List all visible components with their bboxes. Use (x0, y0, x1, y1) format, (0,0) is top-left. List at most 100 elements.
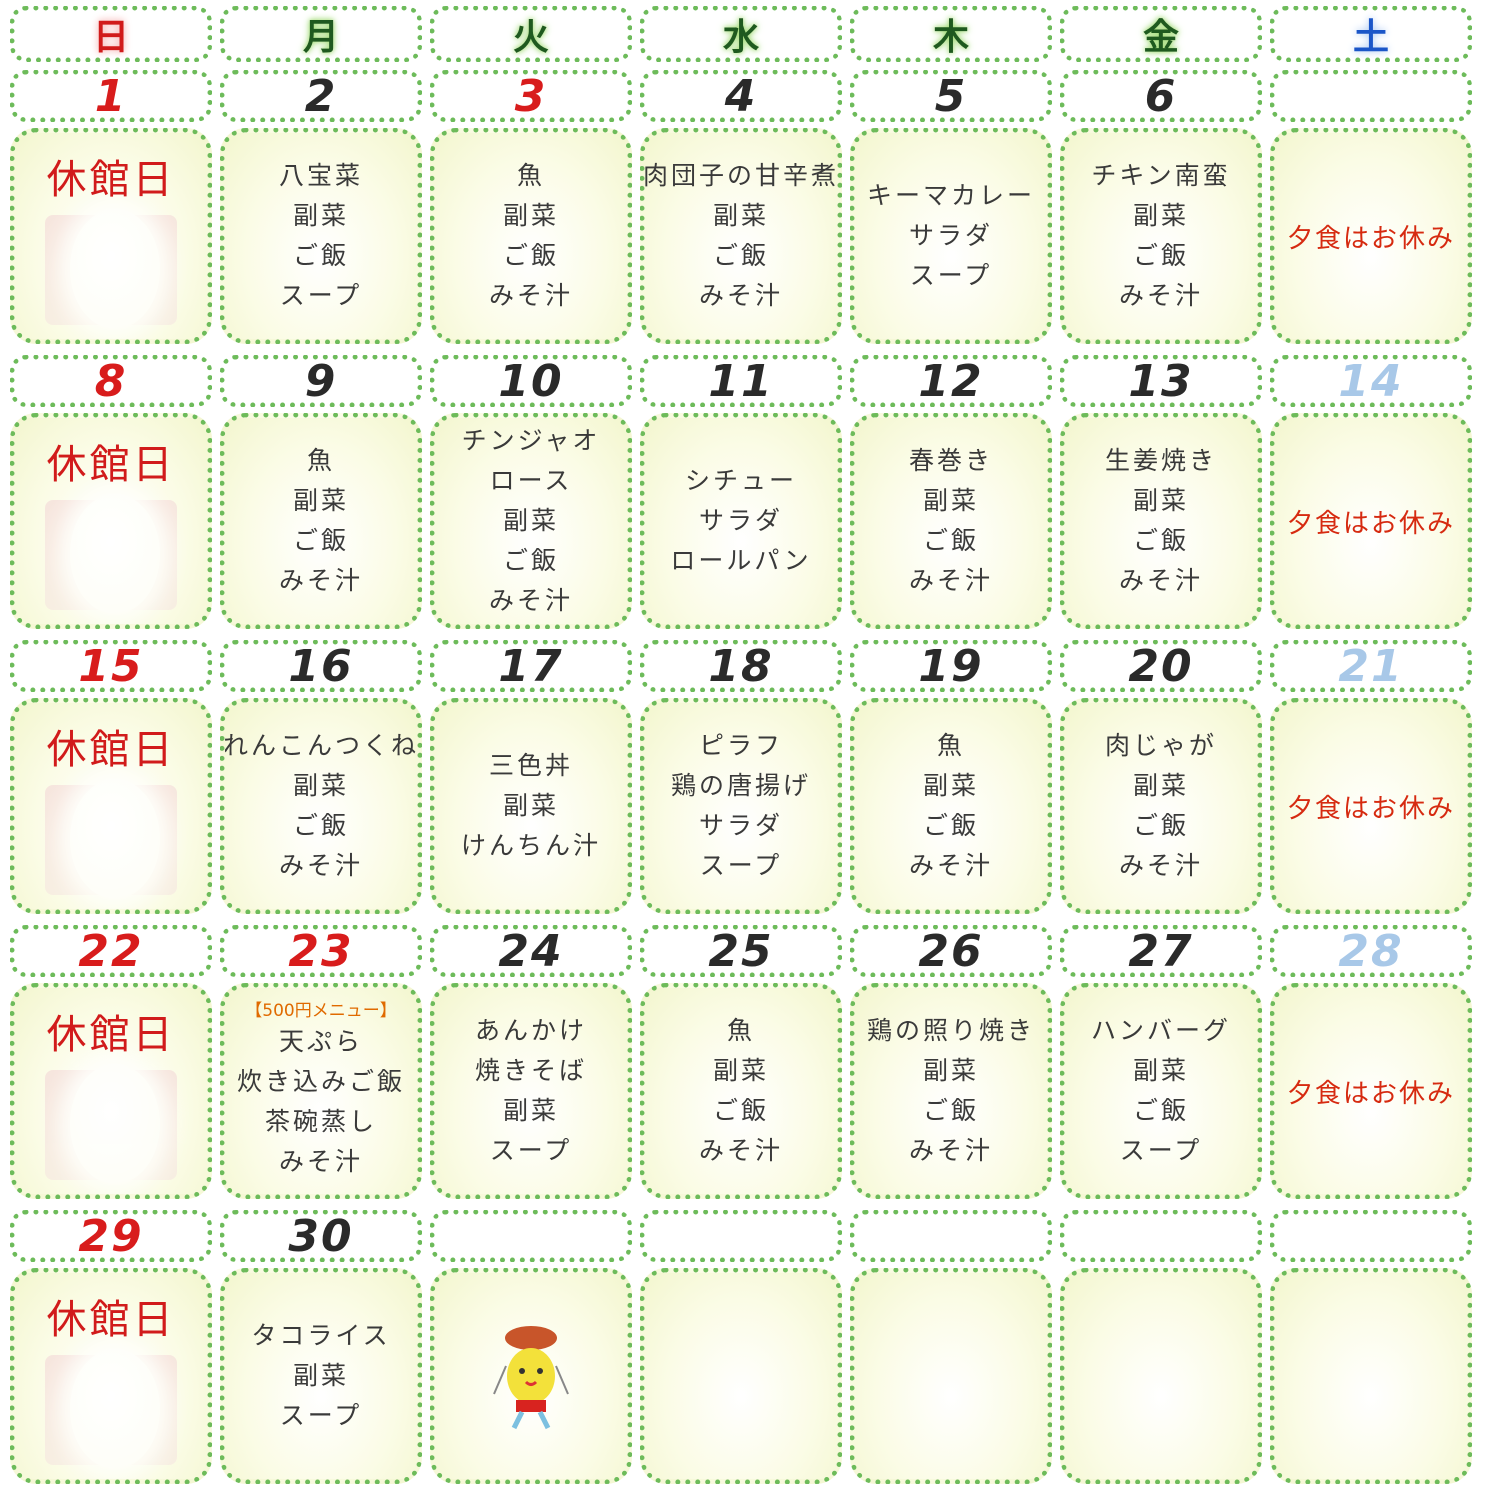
menu-item: 副菜 (922, 771, 979, 800)
menu-item: 副菜 (1132, 771, 1189, 800)
menu-item: スープ (909, 261, 993, 290)
menu-cell: 休館日 (10, 128, 212, 344)
menu-item: 副菜 (1132, 201, 1189, 230)
menu-item: 副菜 (502, 791, 559, 820)
menu-item: あんかけ (474, 1016, 587, 1045)
menu-item: みそ汁 (698, 1136, 783, 1165)
menu-item: サラダ (698, 506, 783, 535)
menu-item: サラダ (698, 811, 783, 840)
weekday-header: 土 (1270, 6, 1472, 62)
date-cell (640, 1210, 842, 1262)
decoration (45, 209, 177, 329)
menu-item: みそ汁 (488, 586, 573, 615)
menu-item: ロールパン (670, 546, 812, 575)
menu-item: 肉団子の甘辛煮 (643, 161, 840, 190)
menu-cell (1270, 1268, 1472, 1484)
menu-cell: タコライス 副菜 スープ (220, 1268, 422, 1484)
menu-item: サラダ (908, 221, 993, 250)
menu-item: みそ汁 (278, 851, 363, 880)
menu-item: みそ汁 (278, 566, 363, 595)
menu-cell: れんこんつくね 副菜 ご飯 みそ汁 (220, 698, 422, 914)
menu-cell: 休館日 (10, 983, 212, 1199)
menu-item: みそ汁 (488, 281, 573, 310)
menu-cell: 八宝菜 副菜 ご飯 スープ (220, 128, 422, 344)
menu-item: チキン南蛮 (1091, 161, 1231, 190)
menu-cell: 魚副菜 ご飯 みそ汁 (430, 128, 632, 344)
menu-item: みそ汁 (1118, 851, 1203, 880)
decoration (45, 1349, 177, 1469)
menu-item: 副菜 (922, 486, 979, 515)
weekday-header: 金 (1060, 6, 1262, 62)
menu-item: 生姜焼き (1104, 446, 1217, 475)
weekday-header: 日 (10, 6, 212, 62)
menu-item: 副菜 (292, 771, 349, 800)
menu-item: 副菜 (712, 1056, 769, 1085)
menu-tag: 【500円メニュー】 (245, 1001, 397, 1021)
menu-item: 副菜 (502, 1096, 559, 1125)
date-cell: 29 (10, 1210, 212, 1262)
menu-item: 焼きそば (474, 1056, 587, 1085)
menu-item: みそ汁 (278, 1147, 363, 1176)
notice: 夕食はお休み (1286, 1078, 1455, 1109)
date-cell: 17 (430, 640, 632, 692)
menu-item: 副菜 (1132, 486, 1189, 515)
menu-item: ご飯 (1132, 526, 1189, 555)
menu-item: シチュー (684, 466, 797, 495)
menu-item: スープ (279, 281, 363, 310)
menu-item: 天ぷら (278, 1027, 363, 1056)
menu-item: ロース (489, 466, 573, 495)
menu-item: 副菜 (502, 201, 559, 230)
menu-item: ご飯 (922, 526, 979, 555)
menu-item: ご飯 (922, 811, 979, 840)
menu-item: ご飯 (1132, 1096, 1189, 1125)
date-cell (430, 1210, 632, 1262)
menu-cell: あんかけ 焼きそば 副菜 スープ (430, 983, 632, 1199)
menu-item: 魚 (516, 161, 545, 190)
date-cell: 16 (220, 640, 422, 692)
mascot (493, 1326, 569, 1430)
menu-item: ご飯 (292, 811, 349, 840)
closed-label: 休館日 (46, 1297, 176, 1343)
menu-cell (1060, 1268, 1262, 1484)
menu-item: 魚 (726, 1016, 755, 1045)
menu-item: ご飯 (712, 241, 769, 270)
date-cell (1270, 1210, 1472, 1262)
closed-label: 休館日 (46, 1012, 176, 1058)
menu-cell: 魚副菜 ご飯 みそ汁 (850, 698, 1052, 914)
menu-item: 鶏の照り焼き (866, 1016, 1035, 1045)
menu-item: みそ汁 (1118, 281, 1203, 310)
menu-item: ご飯 (502, 241, 559, 270)
date-cell (1060, 1210, 1262, 1262)
menu-item: ご飯 (1132, 811, 1189, 840)
date-cell: 5 (850, 70, 1052, 122)
menu-item: スープ (1119, 1136, 1203, 1165)
decoration (45, 779, 177, 899)
date-cell: 3 (430, 70, 632, 122)
date-cell: 20 (1060, 640, 1262, 692)
menu-item: ご飯 (1132, 241, 1189, 270)
menu-item: ピラフ (698, 731, 783, 760)
menu-item: 茶碗蒸し (264, 1107, 377, 1136)
date-cell: 25 (640, 925, 842, 977)
weekday-header: 月 (220, 6, 422, 62)
closed-label: 休館日 (46, 727, 176, 773)
menu-item: キーマカレー (866, 181, 1035, 210)
menu-cell: チンジャオ ロース 副菜 ご飯 みそ汁 (430, 413, 632, 629)
date-cell: 26 (850, 925, 1052, 977)
menu-cell (430, 1268, 632, 1484)
menu-cell: ハンバーグ 副菜 ご飯 スープ (1060, 983, 1262, 1199)
menu-item: 炊き込みご飯 (236, 1067, 405, 1096)
date-cell: 12 (850, 355, 1052, 407)
date-cell (1270, 70, 1472, 122)
date-cell: 8 (10, 355, 212, 407)
date-cell: 23 (220, 925, 422, 977)
menu-cell: キーマカレー サラダスープ (850, 128, 1052, 344)
menu-cell: 鶏の照り焼き 副菜 ご飯 みそ汁 (850, 983, 1052, 1199)
date-cell: 14 (1270, 355, 1472, 407)
menu-item: 春巻き (908, 446, 993, 475)
date-cell: 18 (640, 640, 842, 692)
date-cell: 21 (1270, 640, 1472, 692)
menu-item: 副菜 (292, 1361, 349, 1390)
menu-item: けんちん汁 (460, 831, 601, 860)
